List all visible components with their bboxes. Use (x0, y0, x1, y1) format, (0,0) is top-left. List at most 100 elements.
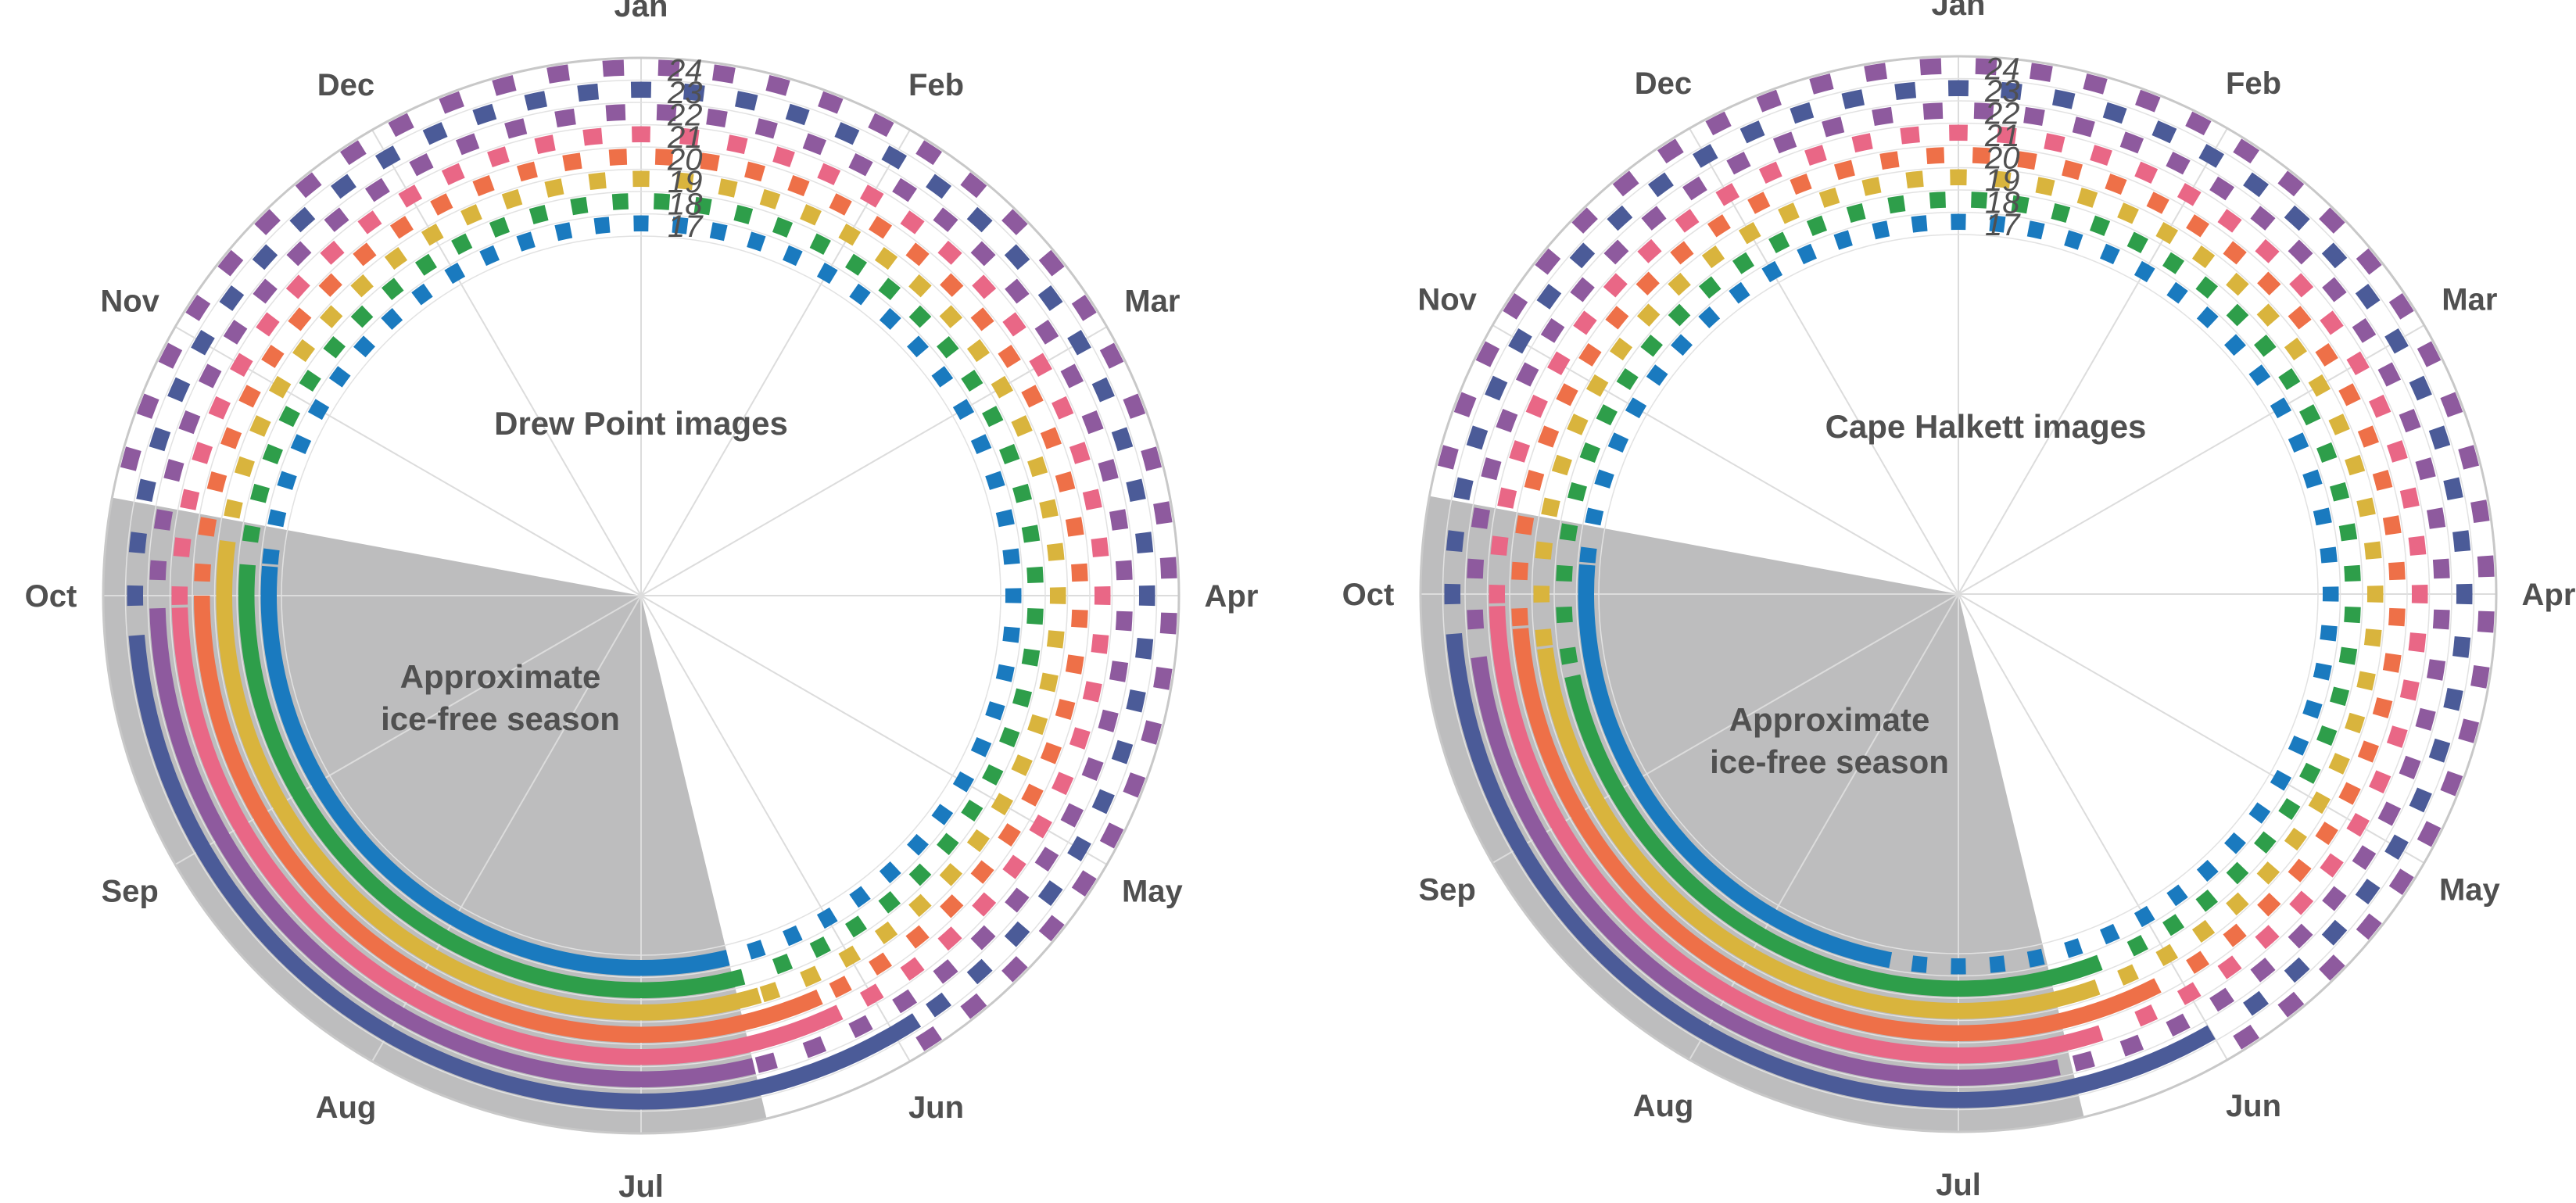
image-mark-19 (1993, 170, 2012, 189)
continuous-coverage-23 (1446, 632, 2216, 1108)
image-mark-19 (1905, 170, 1924, 189)
month-label-jan: Jan (614, 0, 668, 23)
image-mark-22 (2352, 845, 2377, 871)
image-mark-22 (1922, 102, 1944, 120)
year-label-23: 23 (667, 76, 703, 110)
image-mark-17 (1951, 958, 1966, 975)
image-mark-24 (1153, 667, 1173, 690)
image-mark-18 (242, 525, 261, 543)
image-mark-19 (1701, 245, 1725, 269)
image-mark-21 (2408, 632, 2427, 653)
image-mark-23 (2321, 242, 2348, 269)
image-mark-22 (2072, 116, 2095, 138)
grid-spoke (1958, 593, 2228, 1061)
cape-halkett-chart: Jan Feb Mar Apr May Jun Jul Aug Sep Oct Nov Dec 1718… (1342, 0, 2576, 1202)
image-mark-22 (1060, 363, 1084, 388)
image-mark-23 (1091, 377, 1115, 403)
year-label-23: 23 (1984, 74, 2020, 109)
image-mark-19 (2191, 919, 2216, 943)
image-mark-19 (384, 247, 408, 270)
image-mark-21 (2346, 351, 2370, 376)
image-mark-18 (2254, 831, 2277, 854)
image-mark-22 (2322, 886, 2347, 911)
image-mark-20 (516, 161, 538, 182)
image-mark-22 (2415, 457, 2436, 481)
image-mark-18 (2299, 762, 2321, 784)
image-mark-17 (1989, 955, 2006, 973)
image-mark-19 (1039, 672, 1059, 693)
image-mark-17 (970, 434, 992, 454)
image-mark-21 (2346, 812, 2370, 837)
image-mark-17 (1005, 588, 1022, 603)
image-mark-19 (2117, 202, 2139, 224)
image-mark-24 (602, 59, 625, 77)
image-mark-17 (849, 283, 871, 306)
image-mark-21 (208, 396, 231, 420)
grid-ring (1486, 122, 2431, 1066)
image-mark-17 (2026, 948, 2045, 968)
image-mark-17 (1585, 507, 1604, 526)
image-mark-17 (1607, 432, 1629, 453)
image-mark-24 (2388, 292, 2414, 320)
image-mark-23 (785, 103, 810, 126)
image-mark-18 (845, 253, 868, 276)
image-mark-17 (1797, 243, 1817, 265)
image-mark-18 (323, 335, 346, 359)
image-mark-24 (2470, 499, 2490, 523)
image-mark-19 (1610, 337, 1633, 361)
image-mark-23 (1126, 478, 1146, 502)
image-mark-17 (879, 308, 901, 330)
image-mark-20 (318, 273, 342, 297)
image-mark-24 (295, 172, 322, 199)
series-23 (127, 81, 1155, 1110)
image-mark-22 (1641, 206, 1667, 231)
image-mark-23 (966, 206, 993, 233)
image-mark-18 (809, 936, 831, 958)
series-20 (193, 149, 1088, 1044)
image-mark-22 (554, 108, 576, 128)
image-mark-17 (277, 471, 297, 490)
image-mark-23 (2384, 328, 2409, 354)
image-mark-19 (874, 921, 898, 944)
image-mark-20 (2338, 782, 2361, 805)
image-mark-19 (1636, 303, 1661, 327)
image-mark-18 (2338, 523, 2358, 542)
image-mark-18 (299, 369, 321, 392)
image-mark-20 (970, 307, 994, 331)
image-mark-23 (1894, 81, 1917, 100)
image-mark-24 (818, 91, 844, 114)
image-mark-17 (516, 231, 536, 252)
image-mark-17 (2313, 507, 2332, 526)
image-mark-21 (1851, 133, 1873, 153)
image-mark-18 (1579, 442, 1600, 464)
image-mark-20 (998, 344, 1021, 368)
image-mark-20 (2372, 697, 2393, 719)
image-mark-21 (2289, 273, 2314, 298)
image-mark-24 (1001, 209, 1028, 235)
image-mark-20 (1538, 425, 1560, 448)
image-mark-24 (1571, 207, 1598, 234)
image-mark-17 (2196, 860, 2219, 882)
image-mark-22 (933, 207, 958, 232)
image-mark-24 (1141, 446, 1163, 471)
image-mark-20 (2382, 515, 2402, 535)
image-mark-22 (2250, 958, 2276, 983)
grid-spoke (1689, 593, 1959, 1061)
image-mark-18 (878, 277, 901, 300)
image-mark-24 (2233, 1024, 2260, 1050)
image-mark-20 (1511, 607, 1528, 627)
image-mark-21 (2134, 161, 2159, 184)
image-mark-24 (2477, 555, 2495, 578)
image-mark-19 (2256, 303, 2280, 327)
image-mark-21 (534, 134, 556, 155)
image-mark-23 (2052, 89, 2076, 109)
month-label-oct: Oct (1342, 578, 1395, 612)
image-mark-20 (238, 385, 261, 408)
month-label-apr: Apr (1205, 579, 1259, 614)
image-mark-17 (2064, 938, 2083, 958)
image-mark-24 (2277, 991, 2305, 1018)
image-mark-24 (1099, 342, 1124, 369)
image-mark-24 (1919, 58, 1942, 76)
image-mark-23 (127, 585, 144, 607)
